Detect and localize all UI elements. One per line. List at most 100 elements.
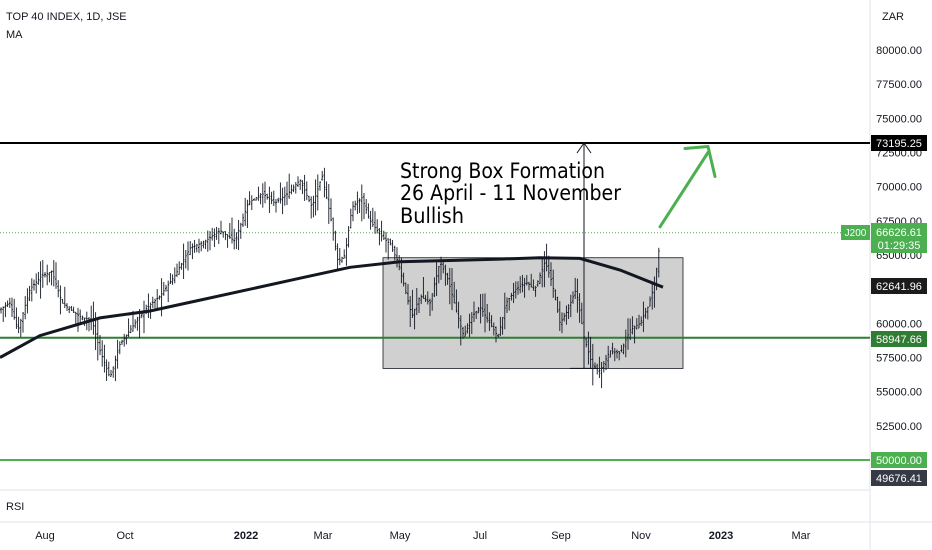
ma-value-badge: 62641.96 (871, 278, 927, 294)
projection-measure[interactable] (570, 142, 598, 370)
symbol-title[interactable]: TOP 40 INDEX, 1D, JSE (6, 11, 127, 23)
ohlc-bar (409, 296, 412, 328)
ohlc-bar (367, 203, 370, 219)
ohlc-bar (28, 285, 31, 301)
ohlc-bar (462, 326, 464, 339)
ohlc-bar (226, 234, 229, 248)
ohlc-bar (455, 289, 458, 313)
indicator-label[interactable]: MA (6, 29, 23, 41)
ohlc-bar (330, 198, 332, 222)
ohlc-bar (453, 281, 456, 304)
ohlc-bar (90, 305, 93, 331)
ohlc-bar (26, 288, 29, 314)
ohlc-bar (308, 195, 310, 203)
ohlc-bar (477, 306, 480, 314)
ohlc-bar (259, 193, 262, 205)
ohlc-bar (327, 184, 330, 224)
ohlc-bar (209, 231, 211, 251)
ohlc-bar (323, 167, 326, 198)
svg-text:49676.41: 49676.41 (876, 473, 922, 485)
ohlc-bar (81, 315, 84, 321)
ohlc-bar (486, 303, 489, 323)
bullish-arrow[interactable] (658, 145, 717, 229)
ohlc-bar (0, 307, 2, 314)
box-formation[interactable] (382, 257, 684, 369)
ohlc-bar (420, 294, 423, 305)
ohlc-bar (633, 325, 636, 344)
ohlc-bar (294, 182, 297, 194)
ohlc-bar (255, 197, 258, 201)
ohlc-bar (288, 173, 291, 199)
ohlc-bar (279, 182, 282, 204)
price-tick-label: 77500.00 (876, 79, 922, 91)
ohlc-bar (499, 316, 502, 336)
ohlc-bar (609, 350, 612, 358)
ohlc-bar (134, 319, 137, 329)
ohlc-bar (376, 219, 379, 234)
price-tick-label: 75000.00 (876, 113, 922, 125)
ohlc-bar (580, 302, 583, 325)
ohlc-bar (611, 342, 614, 355)
ohlc-bar (281, 187, 284, 215)
ohlc-bar (479, 294, 482, 324)
annotation-line-2: 26 April - 11 November (400, 181, 621, 205)
support-low-badge: 50000.00 (871, 452, 927, 468)
ohlc-bar (15, 307, 18, 329)
ohlc-bar (396, 247, 398, 268)
ohlc-bar (558, 301, 561, 331)
ohlc-bar (349, 208, 352, 229)
time-tick-label: Jul (473, 530, 487, 542)
ohlc-bar (345, 237, 348, 266)
ohlc-bar (519, 276, 522, 294)
ohlc-bar (184, 250, 187, 269)
time-axis[interactable]: Aug Oct 2022 Mar May Jul Sep Nov 2023 Mar (35, 530, 811, 542)
ohlc-bar (567, 304, 570, 319)
ohlc-bar (116, 339, 119, 369)
ohlc-bar (57, 280, 60, 298)
ohlc-bar (490, 315, 493, 328)
ohlc-bar (332, 217, 335, 241)
ohlc-bar (470, 312, 473, 335)
rsi-pane-label[interactable]: RSI (6, 501, 24, 513)
svg-text:73195.25: 73195.25 (876, 138, 922, 150)
ohlc-bar (297, 176, 299, 187)
ohlc-bar (121, 339, 123, 345)
ohlc-bar (215, 226, 218, 240)
ohlc-bar (387, 238, 390, 260)
ohlc-bar (143, 300, 145, 334)
ohlc-bar (204, 239, 207, 250)
ohlc-bar (382, 230, 385, 240)
ohlc-bar (352, 201, 354, 222)
ohlc-bar (189, 241, 192, 256)
ohlc-bar (8, 297, 11, 309)
ohlc-bar (292, 184, 295, 193)
ohlc-bar (442, 261, 445, 274)
ohlc-bar (277, 197, 280, 203)
price-axis[interactable]: 80000.0077500.0075000.0072500.0070000.00… (876, 45, 922, 467)
ohlc-bar (622, 343, 625, 355)
ohlc-bar (151, 296, 154, 308)
svg-text:62641.96: 62641.96 (876, 281, 922, 293)
ohlc-bar (171, 274, 174, 285)
ohlc-bar (180, 263, 183, 270)
ohlc-bar (46, 264, 49, 286)
svg-text:01:29:35: 01:29:35 (878, 240, 921, 252)
ohlc-bar (246, 199, 249, 228)
ohlc-bar (290, 184, 293, 195)
ohlc-bar (158, 295, 161, 300)
ohlc-bar (99, 334, 101, 356)
ohlc-bar (39, 261, 42, 299)
ohlc-bar (127, 318, 130, 337)
ohlc-bar (644, 307, 647, 319)
ohlc-bar (523, 277, 526, 298)
ohlc-bar (635, 318, 638, 330)
ohlc-bar (107, 361, 110, 377)
ohlc-bar (224, 231, 227, 241)
ohlc-bar (506, 297, 508, 313)
ohlc-bar (530, 273, 533, 288)
ohlc-bar (651, 281, 654, 310)
ohlc-bar (101, 340, 104, 367)
ohlc-bar (616, 349, 618, 359)
ohlc-bar (561, 312, 563, 334)
